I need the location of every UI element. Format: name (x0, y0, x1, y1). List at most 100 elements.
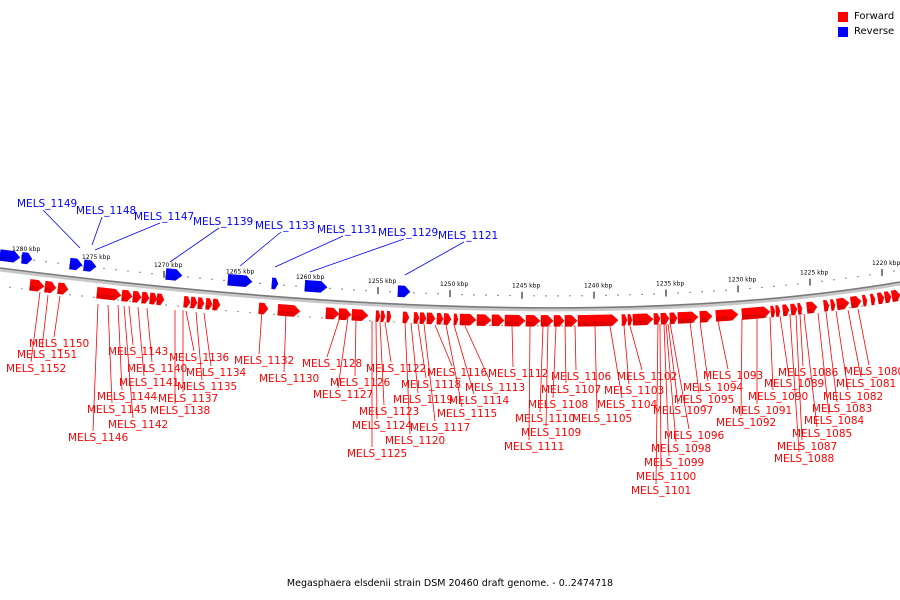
forward-gene-label: MELS_1095 (674, 394, 734, 406)
forward-gene-label: MELS_1125 (347, 448, 407, 460)
ruler-tick-label: 1230 kbp (728, 276, 756, 283)
forward-gene-leader (185, 310, 195, 352)
forward-gene-leader (623, 325, 630, 385)
forward-gene-arrow (564, 315, 578, 327)
forward-gene-leader (740, 318, 743, 417)
forward-gene-label: MELS_1093 (703, 370, 763, 382)
forward-gene-leader (629, 325, 643, 371)
forward-gene-arrow (883, 291, 892, 304)
forward-gene-label: MELS_1089 (764, 378, 824, 390)
forward-gene-arrow (540, 315, 554, 327)
forward-gene-arrow (380, 310, 386, 323)
forward-gene-label: MELS_1134 (186, 367, 246, 379)
forward-gene-label: MELS_1128 (302, 358, 362, 370)
forward-gene-leader (30, 291, 41, 363)
forward-gene-label: MELS_1097 (653, 405, 713, 417)
forward-gene-arrow (386, 310, 392, 323)
forward-gene-arrow (504, 314, 526, 327)
forward-gene-arrow (277, 304, 301, 317)
forward-gene-arrow (156, 293, 165, 306)
forward-gene-arrow (453, 313, 459, 326)
forward-gene-arrow (627, 314, 633, 326)
forward-gene-label: MELS_1135 (177, 381, 237, 393)
forward-gene-leader (404, 322, 411, 435)
forward-gene-arrow (149, 292, 158, 305)
ruler-tick-label: 1225 kbp (800, 270, 828, 277)
forward-gene-arrow (459, 313, 477, 326)
genome-backbone (0, 267, 900, 309)
forward-gene-leader (337, 317, 349, 389)
reverse-gene-label: MELS_1133 (255, 220, 315, 232)
forward-gene-arrow (197, 297, 205, 310)
forward-gene-leader (445, 324, 463, 408)
forward-gene-label: MELS_1150 (29, 338, 89, 350)
forward-gene-label: MELS_1105 (572, 413, 632, 425)
forward-gene-arrow (436, 312, 444, 325)
forward-gene-label: MELS_1103 (604, 385, 664, 397)
forward-gene-label: MELS_1104 (597, 399, 657, 411)
forward-gene-arrow (797, 302, 803, 315)
reverse-gene-leader (42, 209, 81, 249)
reverse-gene-label: MELS_1139 (193, 216, 253, 228)
forward-gene-leader (594, 325, 598, 413)
forward-gene-leader (665, 323, 677, 443)
forward-gene-arrow (96, 286, 122, 301)
forward-gene-label: MELS_1109 (521, 427, 581, 439)
forward-gene-leader (795, 314, 803, 441)
forward-gene-label: MELS_1096 (664, 430, 724, 442)
forward-gene-label: MELS_1144 (97, 391, 157, 403)
forward-gene-leader (539, 325, 544, 413)
forward-gene-leader (511, 325, 514, 368)
forward-gene-label: MELS_1140 (127, 363, 187, 375)
forward-gene-arrow (577, 314, 619, 327)
forward-gene-leader (609, 325, 623, 399)
forward-gene-arrow (677, 311, 699, 324)
reverse-gene-arrow (227, 273, 253, 287)
forward-gene-arrow (476, 314, 492, 326)
forward-gene-arrow (491, 314, 505, 327)
forward-gene-arrow (426, 312, 436, 325)
ruler-tick-label: 1270 kbp (154, 262, 182, 269)
forward-gene-label: MELS_1120 (385, 435, 445, 447)
forward-gene-leader (817, 312, 830, 415)
forward-gene-label: MELS_1088 (774, 453, 834, 465)
forward-gene-leader (545, 325, 549, 427)
reverse-gene-leader (274, 235, 344, 268)
forward-gene-arrow (830, 299, 836, 311)
forward-gene-leader (434, 324, 453, 367)
forward-gene-arrow (861, 294, 868, 307)
ruler-tick-label: 1260 kbp (296, 274, 324, 281)
forward-gene-leader (417, 323, 427, 379)
forward-gene-leader (92, 303, 99, 432)
forward-gene-label: MELS_1124 (352, 420, 412, 432)
ruler-tick-label: 1275 kbp (82, 254, 110, 261)
map-caption: Megasphaera elsdenii strain DSM 20460 dr… (286, 578, 614, 589)
forward-gene-arrow (782, 304, 790, 317)
forward-gene-label: MELS_1122 (366, 363, 426, 375)
forward-gene-label: MELS_1101 (631, 485, 691, 497)
forward-gene-label: MELS_1137 (158, 393, 218, 405)
forward-gene-leader (410, 322, 419, 394)
forward-gene-leader (41, 294, 49, 349)
forward-gene-leader (375, 321, 378, 420)
reverse-gene-leader (91, 216, 103, 246)
reverse-gene-leader (239, 231, 282, 267)
forward-gene-arrow (121, 289, 133, 302)
forward-gene-leader (326, 316, 341, 358)
forward-gene-leader (847, 309, 862, 378)
forward-swatch (838, 11, 848, 22)
forward-gene-arrow (212, 298, 221, 311)
forward-gene-label: MELS_1123 (359, 406, 419, 418)
forward-gene-arrow (419, 312, 427, 324)
forward-gene-leader (552, 325, 557, 399)
forward-gene-label: MELS_1113 (465, 382, 525, 394)
forward-gene-leader (528, 325, 531, 441)
forward-gene-arrow (132, 290, 142, 303)
forward-gene-leader (667, 323, 679, 405)
forward-gene-arrow (141, 291, 150, 304)
reverse-gene-label: MELS_1129 (378, 227, 438, 239)
forward-gene-arrow (338, 308, 352, 321)
forward-gene-arrow (44, 280, 57, 294)
reverse-gene-leader (169, 227, 220, 263)
forward-gene-leader (835, 310, 849, 391)
